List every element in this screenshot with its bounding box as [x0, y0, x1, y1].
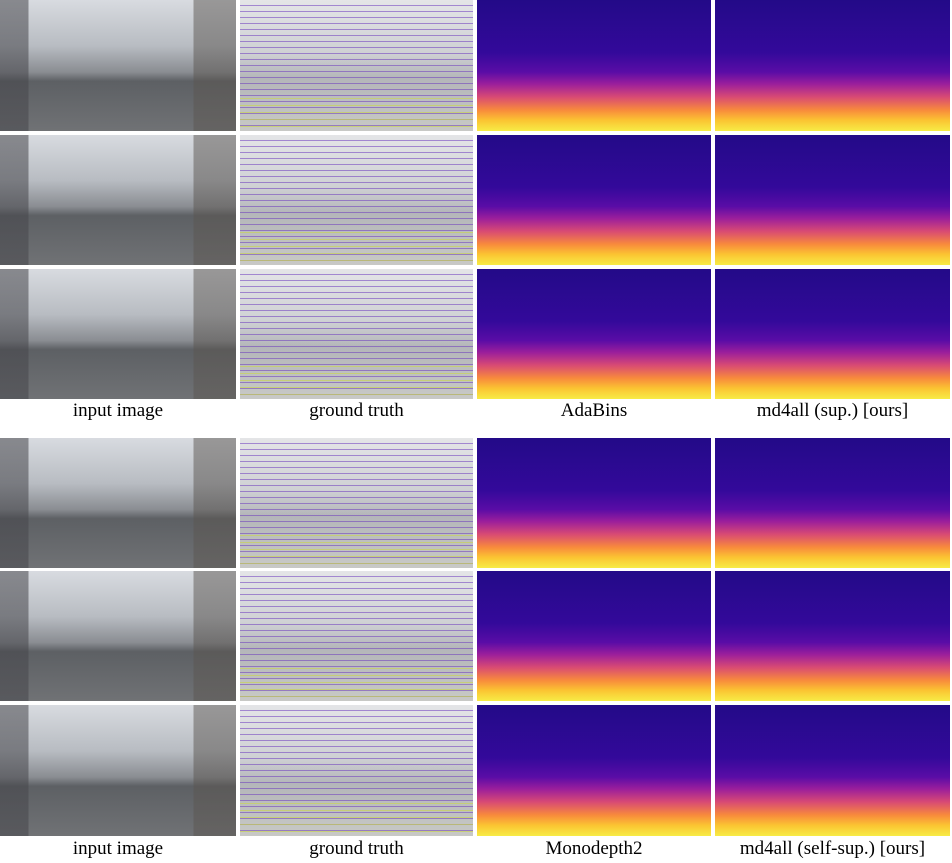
depth-prediction [715, 705, 950, 836]
depth-prediction [715, 135, 950, 265]
depth-prediction [477, 571, 711, 701]
caption: md4all (self-sup.) [ours] [739, 838, 926, 859]
caption: ground truth [309, 400, 404, 421]
caption: md4all (sup.) [ours] [756, 400, 909, 421]
caption: ground truth [309, 838, 404, 859]
depth-prediction [477, 438, 711, 568]
depth-prediction [477, 705, 711, 836]
caption: input image [72, 838, 164, 859]
ground-truth-image [240, 705, 473, 836]
depth-prediction [715, 0, 950, 131]
depth-prediction [477, 0, 711, 131]
input-image [0, 705, 236, 836]
depth-prediction [715, 438, 950, 568]
caption: Monodepth2 [545, 838, 643, 859]
depth-prediction [715, 571, 950, 701]
caption: input image [72, 400, 164, 421]
input-image [0, 269, 236, 399]
ground-truth-image [240, 438, 473, 568]
ground-truth-image [240, 269, 473, 399]
depth-prediction [477, 135, 711, 265]
input-image [0, 438, 236, 568]
ground-truth-image [240, 135, 473, 265]
caption: AdaBins [560, 400, 628, 421]
input-image [0, 571, 236, 701]
input-image [0, 135, 236, 265]
depth-prediction [715, 269, 950, 399]
ground-truth-image [240, 0, 473, 131]
ground-truth-image [240, 571, 473, 701]
depth-prediction [477, 269, 711, 399]
input-image [0, 0, 236, 131]
